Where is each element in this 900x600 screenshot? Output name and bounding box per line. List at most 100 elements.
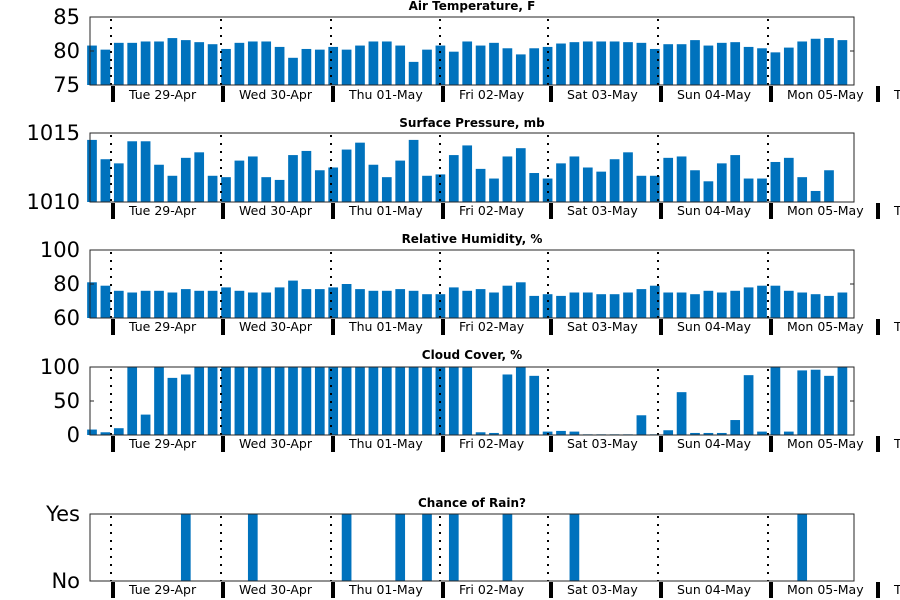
- bar: [207, 44, 218, 85]
- bar: [341, 367, 352, 435]
- bar: [502, 374, 513, 435]
- bar: [649, 48, 660, 85]
- bar: [167, 377, 178, 435]
- bar: [221, 287, 231, 318]
- bar: [87, 282, 97, 318]
- bar: [730, 42, 741, 85]
- bar: [408, 139, 419, 202]
- bar: [676, 156, 687, 202]
- bar: [837, 367, 848, 435]
- plot-frame: [89, 513, 855, 582]
- bar: [395, 160, 406, 202]
- bar: [154, 41, 164, 85]
- bar: [797, 292, 808, 318]
- x-tick-label: Sat 03-May: [567, 203, 638, 218]
- bar: [113, 290, 124, 318]
- x-tick-label: Sun 04-May: [677, 203, 752, 218]
- x-tick-label: Tu: [893, 87, 900, 102]
- panel-air-temperature: Air Temperature, F 75 80 85 Tue 29-Apr Wed 30…: [53, 0, 900, 102]
- x-tick-label: Sun 04-May: [677, 436, 752, 451]
- bar: [542, 178, 553, 202]
- bar: [690, 432, 700, 435]
- bar: [797, 177, 808, 202]
- bar: [180, 514, 191, 581]
- x-tick-label: Fri 02-May: [459, 87, 525, 102]
- bar: [475, 432, 486, 435]
- bar: [194, 367, 205, 435]
- bar: [502, 285, 513, 318]
- x-tick-label: Fri 02-May: [459, 582, 525, 597]
- bar: [797, 370, 808, 435]
- y-tick-label: 80: [53, 39, 80, 63]
- bar: [596, 41, 607, 85]
- bar: [247, 156, 258, 202]
- x-tick-label: Mon 05-May: [787, 436, 864, 451]
- bar: [140, 414, 151, 435]
- bar: [167, 292, 178, 318]
- bar: [489, 292, 499, 318]
- bar: [783, 290, 794, 318]
- bar: [448, 51, 459, 85]
- bar: [609, 294, 620, 318]
- x-tick-label: Sat 03-May: [567, 319, 638, 334]
- bar: [100, 49, 111, 85]
- bar: [408, 367, 419, 435]
- bar: [140, 290, 151, 318]
- bar: [636, 289, 647, 318]
- bar: [288, 367, 298, 435]
- x-tick-label: Mon 05-May: [787, 87, 864, 102]
- x-tick-label: Tu: [893, 436, 900, 451]
- y-tick-label: Yes: [45, 502, 80, 526]
- bar: [288, 57, 298, 85]
- bar: [422, 49, 432, 85]
- bar: [261, 41, 272, 85]
- bar: [730, 290, 741, 318]
- bar: [422, 175, 432, 202]
- bar: [596, 171, 607, 202]
- bar: [663, 157, 674, 202]
- bar: [596, 294, 607, 318]
- bar: [730, 420, 741, 435]
- bar: [743, 287, 754, 318]
- bar: [676, 392, 687, 435]
- x-tick-label: Tue 29-Apr: [128, 203, 197, 218]
- bar: [274, 179, 285, 202]
- y-tick-label: 85: [53, 5, 80, 29]
- y-tick-label: 100: [40, 355, 80, 379]
- x-tick-label: Fri 02-May: [459, 203, 525, 218]
- x-tick-label: Sun 04-May: [677, 87, 752, 102]
- panel-surface-pressure: Surface Pressure, mb 1010 1015 Tue 29-Apr We…: [27, 116, 900, 219]
- bar: [261, 367, 272, 435]
- y-tick-label: 80: [53, 272, 80, 296]
- x-tick-label: Sun 04-May: [677, 582, 752, 597]
- bar: [569, 431, 580, 435]
- bar: [663, 292, 674, 318]
- x-tick-label: Tue 29-Apr: [128, 582, 197, 597]
- bar: [100, 159, 111, 202]
- bar: [569, 156, 580, 202]
- bar: [435, 294, 446, 318]
- bar: [582, 292, 593, 318]
- bar: [301, 367, 312, 435]
- bar: [341, 149, 352, 202]
- chart-title: Air Temperature, F: [409, 0, 536, 13]
- bar: [100, 285, 111, 318]
- bar: [810, 190, 821, 202]
- bar: [140, 141, 151, 202]
- bar: [301, 150, 312, 202]
- x-tick-label: Sun 04-May: [677, 319, 752, 334]
- bar: [690, 294, 700, 318]
- bar: [770, 52, 781, 85]
- bar: [475, 45, 486, 85]
- bar: [234, 160, 245, 202]
- bar: [234, 290, 245, 318]
- x-tick-label: Sat 03-May: [567, 87, 638, 102]
- x-tick-label: Wed 30-Apr: [239, 87, 313, 102]
- y-tick-label: 1010: [27, 190, 80, 214]
- x-tick-label: Tu: [893, 319, 900, 334]
- bar: [515, 54, 526, 85]
- bar: [475, 289, 486, 318]
- bar: [207, 367, 218, 435]
- bar: [515, 282, 526, 318]
- bar: [381, 367, 392, 435]
